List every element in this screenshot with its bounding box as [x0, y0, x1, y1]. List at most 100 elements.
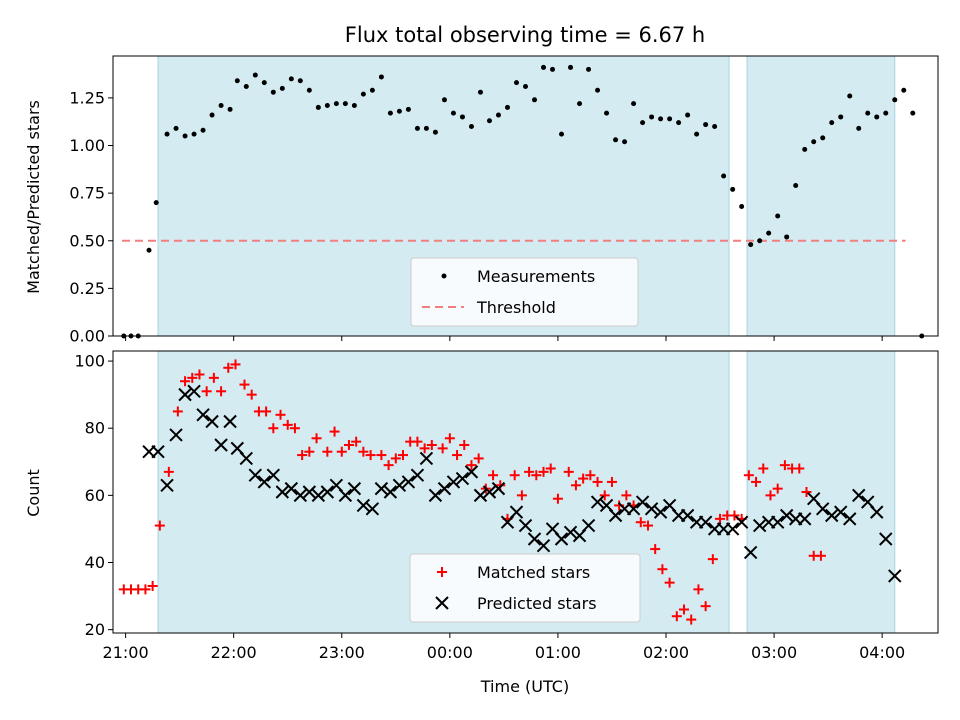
matched-star-point [230, 359, 241, 370]
predicted-star-point [266, 468, 281, 482]
matched-star-point [779, 460, 790, 471]
y-tick-label: 80 [85, 419, 105, 438]
matched-star-point [751, 476, 762, 487]
matched-star-point [664, 577, 675, 588]
predicted-star-point [473, 488, 488, 503]
matched-star-point [426, 440, 437, 450]
measurement-point [523, 83, 528, 89]
bottom-x-ticks: 21:00 22:00 23:00 00:00 01:00 02:00 03:00 04:00 [103, 633, 905, 662]
predicted-star-point [446, 475, 461, 489]
predicted-star-point [626, 502, 641, 516]
x-tick-label: 23:00 [319, 643, 365, 662]
predicted-star-point [410, 468, 425, 482]
predicted-star-point [320, 485, 335, 499]
predicted-star-point [223, 414, 237, 429]
predicted-star-point [509, 505, 524, 519]
predicted-star-point [356, 498, 371, 513]
x-tick-label: 04:00 [859, 643, 905, 662]
measurement-point [450, 110, 456, 116]
matched-star-point [794, 463, 805, 474]
matched-star-point [194, 369, 205, 380]
measurement-point [387, 110, 393, 116]
matched-star-point [592, 476, 603, 487]
predicted-stars-series [142, 384, 902, 583]
measurements-series [121, 64, 925, 339]
x-tick-label: 03:00 [751, 643, 797, 662]
predicted-star-point [302, 485, 317, 499]
matched-star-point [437, 443, 448, 454]
measurement-point [243, 83, 249, 89]
measurement-point [270, 89, 276, 95]
measurement-point [477, 89, 483, 95]
bottom-axes-frame [112, 350, 939, 634]
x-tick-label: 01:00 [535, 643, 581, 662]
predicted-star-point [401, 475, 416, 489]
measurement-point [910, 110, 916, 116]
x-tick-label: 00:00 [427, 643, 473, 662]
matched-star-point [275, 409, 286, 420]
measurement-point [685, 112, 691, 118]
y-tick-label: 100 [74, 352, 105, 371]
measurement-point [261, 80, 267, 86]
predicted-star-point [518, 518, 533, 533]
bottom-legend: Matched stars Predicted stars [409, 553, 641, 623]
bottom-legend-box [409, 553, 641, 623]
predicted-star-point [196, 408, 210, 422]
matched-star-point [509, 470, 520, 481]
matched-star-point [516, 490, 527, 501]
predicted-star-point [843, 512, 857, 526]
measurement-point [838, 114, 844, 120]
measurement-point [513, 80, 519, 86]
predicted-star-point [527, 532, 542, 546]
measurement-point [396, 108, 402, 114]
matched-star-point [268, 423, 279, 434]
measurement-point [631, 101, 637, 107]
matched-star-point [180, 376, 191, 387]
predicted-star-point [419, 451, 434, 466]
predicted-star-point [563, 525, 578, 539]
matched-star-point [657, 564, 668, 575]
measurement-point [568, 64, 574, 70]
matched-star-point [172, 406, 183, 417]
predicted-star-point [743, 545, 758, 560]
matched-star-point [801, 487, 812, 497]
matched-star-point [216, 386, 227, 397]
top-y-ticks: 0.00 0.25 0.50 0.75 1.00 1.25 [69, 88, 113, 346]
measurement-point [182, 133, 188, 139]
predicted-star-point [725, 522, 740, 536]
measurement-point [604, 110, 610, 116]
measurement-point [360, 91, 366, 97]
predicted-star-point [347, 481, 362, 496]
predicted-star-point [214, 438, 228, 452]
measurement-point [793, 183, 799, 189]
predicted-star-point [455, 471, 470, 486]
measurement-point [784, 234, 790, 240]
measurement-point [495, 112, 501, 118]
predicted-star-point [392, 478, 407, 492]
matched-star-point [671, 611, 682, 622]
matched-star-point [686, 614, 697, 625]
predicted-star-point [734, 515, 749, 529]
predicted-star-point [169, 428, 183, 442]
measurement-point [164, 131, 170, 137]
matched-star-point [552, 493, 563, 504]
top-legend: Measurements Threshold [410, 257, 639, 327]
matched-star-point [343, 440, 354, 450]
measurement-point [712, 123, 718, 129]
predicted-star-point [482, 485, 497, 499]
matched-star-point [398, 450, 409, 461]
matched-star-point [223, 362, 234, 373]
measurement-point [802, 146, 808, 152]
measurement-point [757, 238, 763, 244]
matched-stars-series [118, 359, 826, 625]
matched-star-point [452, 450, 463, 461]
chart-title: Flux total observing time = 6.67 h [345, 23, 705, 47]
legend-measurements-label: Measurements [477, 267, 595, 286]
matched-star-point [239, 379, 250, 390]
matched-star-point [246, 389, 257, 400]
matched-star-point [289, 423, 300, 434]
matched-star-point [729, 510, 740, 521]
measurement-point [486, 118, 492, 124]
measurement-point [694, 131, 700, 137]
